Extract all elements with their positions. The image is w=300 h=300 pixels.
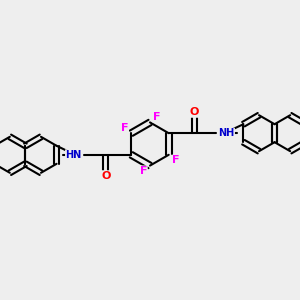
Text: F: F	[153, 112, 160, 122]
Text: NH: NH	[218, 128, 235, 138]
Text: F: F	[172, 155, 179, 165]
Text: O: O	[101, 171, 110, 181]
Text: O: O	[190, 107, 199, 117]
Text: F: F	[140, 166, 147, 176]
Text: HN: HN	[65, 150, 82, 160]
Text: F: F	[121, 123, 128, 133]
